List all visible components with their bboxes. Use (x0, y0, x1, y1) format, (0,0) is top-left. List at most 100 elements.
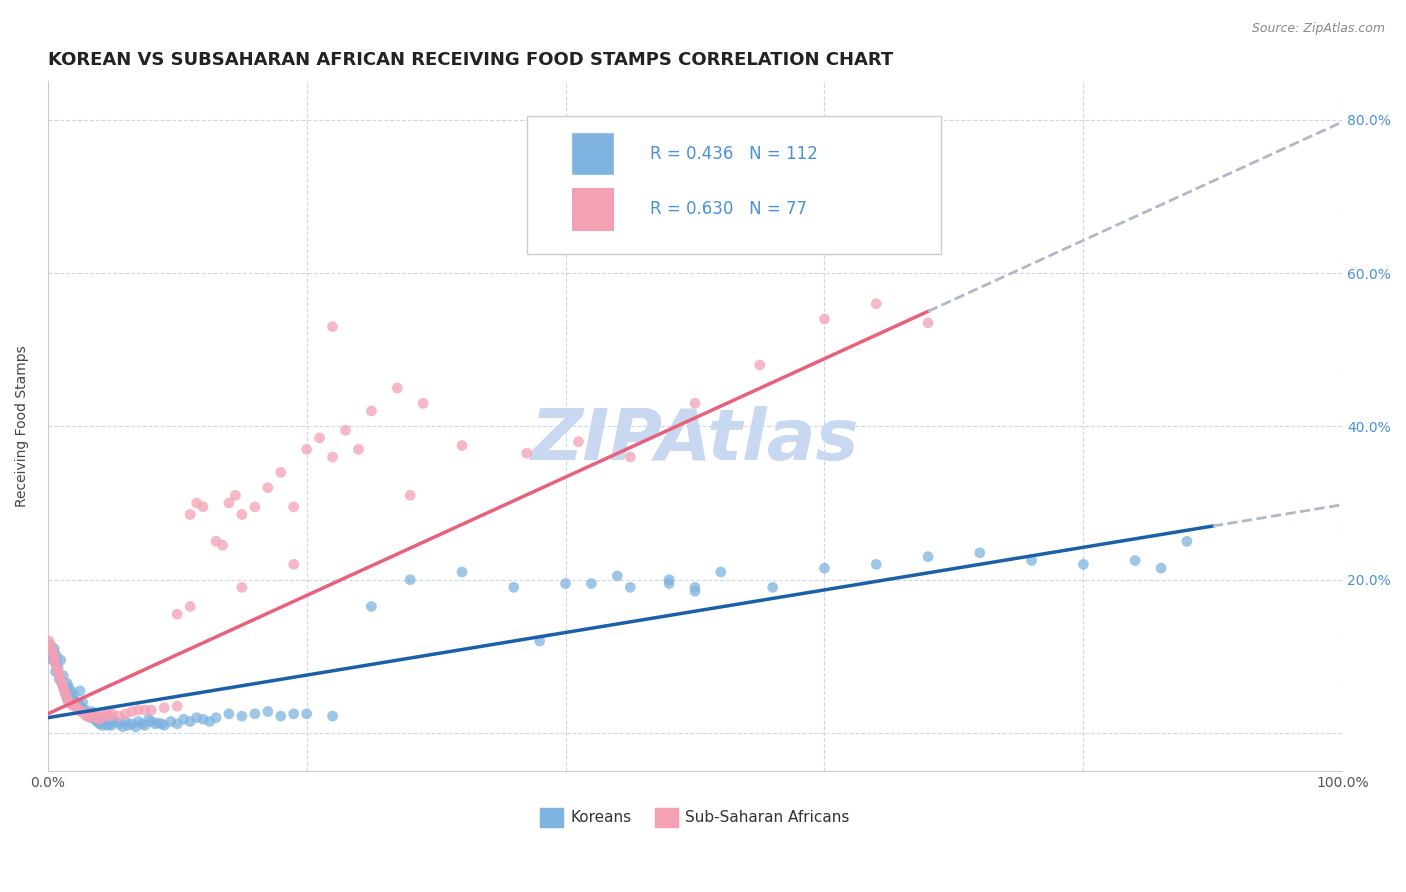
Point (150, 716, 173, 731)
Point (77, 706, 100, 721)
Point (104, 714, 127, 729)
Point (205, 534, 228, 549)
Point (69, 699, 91, 714)
Point (141, 714, 163, 729)
Point (865, 296, 887, 310)
Point (166, 699, 188, 714)
Point (748, 358, 770, 372)
Point (412, 396, 434, 410)
Point (63, 694, 86, 708)
Point (98, 709, 121, 723)
Point (516, 446, 538, 460)
Point (762, 580, 785, 594)
Point (131, 716, 153, 731)
Point (62, 688, 84, 702)
Point (127, 703, 149, 717)
Point (86, 714, 108, 729)
Point (91, 718, 114, 732)
Point (166, 716, 188, 731)
FancyBboxPatch shape (527, 116, 941, 254)
Point (70, 701, 93, 715)
Point (125, 720, 148, 734)
Point (66, 699, 89, 714)
Point (44, 665, 66, 679)
Point (205, 711, 228, 725)
Point (270, 709, 292, 723)
Point (710, 565, 733, 579)
Point (86, 711, 108, 725)
Point (67, 703, 90, 717)
Y-axis label: Receiving Food Stamps: Receiving Food Stamps (15, 345, 30, 508)
Point (53, 683, 76, 698)
Point (683, 580, 706, 594)
Point (134, 703, 156, 717)
Point (224, 488, 246, 502)
Point (83, 712, 105, 726)
Point (45, 657, 67, 671)
Point (62, 699, 84, 714)
Point (60, 697, 83, 711)
Point (1073, 558, 1095, 572)
Point (52, 680, 75, 694)
Point (295, 706, 318, 721)
Point (84, 711, 107, 725)
Point (243, 706, 266, 721)
Point (56, 691, 79, 706)
Point (60, 683, 83, 698)
Text: R = 0.436   N = 112: R = 0.436 N = 112 (650, 145, 817, 163)
Point (121, 716, 143, 731)
Point (55, 688, 77, 702)
Point (231, 508, 253, 522)
Point (1123, 553, 1146, 567)
Point (387, 381, 409, 395)
Point (159, 714, 181, 729)
Point (46, 661, 69, 675)
Point (62, 695, 84, 709)
Point (79, 711, 101, 725)
Point (49, 673, 72, 687)
Point (134, 718, 156, 732)
Point (75, 703, 97, 717)
Point (100, 718, 122, 732)
Point (141, 703, 163, 717)
Point (97, 714, 120, 729)
Point (399, 488, 422, 502)
Point (1021, 553, 1043, 567)
Point (581, 576, 603, 591)
Point (93, 716, 115, 731)
Text: ZIPAtlas: ZIPAtlas (530, 406, 859, 475)
Point (114, 706, 136, 721)
Point (89, 716, 111, 731)
Point (166, 607, 188, 622)
Point (58, 680, 80, 694)
Point (73, 705, 96, 719)
Text: KOREAN VS SUBSAHARAN AFRICAN RECEIVING FOOD STAMPS CORRELATION CHART: KOREAN VS SUBSAHARAN AFRICAN RECEIVING F… (48, 51, 893, 69)
Point (554, 576, 576, 591)
Point (48, 668, 70, 682)
Point (179, 714, 201, 729)
Point (49, 653, 72, 667)
Point (322, 319, 344, 334)
Point (683, 396, 706, 410)
Point (146, 716, 169, 731)
Point (91, 706, 114, 721)
Point (198, 714, 221, 729)
Point (65, 699, 87, 714)
Point (89, 712, 111, 726)
Point (69, 683, 91, 698)
Point (451, 438, 474, 452)
Point (51, 676, 73, 690)
Point (67, 697, 90, 711)
Text: R = 0.630   N = 77: R = 0.630 N = 77 (650, 200, 807, 218)
Point (44, 657, 66, 671)
Point (322, 709, 344, 723)
Point (153, 718, 176, 732)
Point (42, 653, 65, 667)
Point (80, 705, 103, 719)
Point (73, 706, 96, 721)
Point (283, 558, 305, 572)
FancyBboxPatch shape (572, 188, 613, 230)
Point (82, 709, 104, 723)
Point (335, 423, 357, 437)
Point (270, 466, 292, 480)
